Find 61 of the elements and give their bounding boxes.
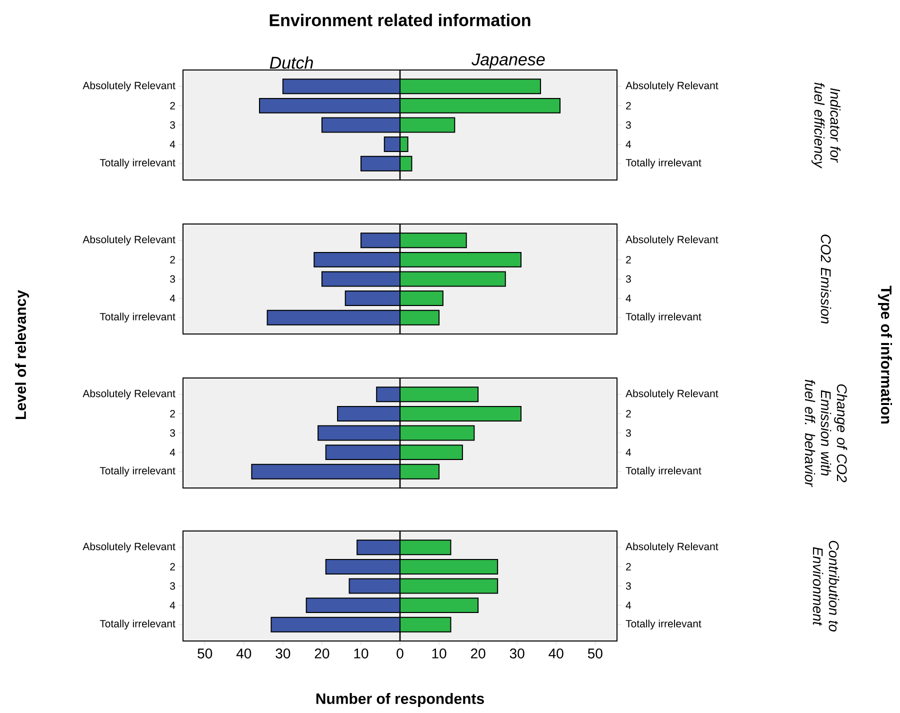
category-label: 4 <box>626 294 632 302</box>
category-label: Totally irrelevant <box>626 158 702 168</box>
category-label: 3 <box>626 582 631 590</box>
category-label: Totally irrelevant <box>626 620 702 630</box>
y2-axis-title: Indicator for fuel efficiency <box>811 82 841 168</box>
x-tick-label: 50 <box>588 648 602 658</box>
y-tick-label: Absolutely Relevant <box>82 390 176 400</box>
y-tick-label: Absolutely Relevant <box>82 542 176 552</box>
category-label: 3 <box>626 429 631 437</box>
y2-axis-title: Contribution to Environment <box>812 540 840 632</box>
category-label: Totally irrelevant <box>626 466 702 476</box>
category-label: Absolutely Relevant <box>626 390 718 400</box>
y-tick-label: Totally irrelevant <box>100 158 176 168</box>
y-tick-label: 4 <box>170 448 176 456</box>
category-label: 2 <box>626 410 631 418</box>
text: Level of relevancy <box>15 290 29 420</box>
x-tick-label: 20 <box>314 648 330 658</box>
category-label: Absolutely Relevant <box>626 542 718 552</box>
category-label: 4 <box>626 602 632 609</box>
y-tick-label: 3 <box>170 275 176 283</box>
x-tick-label: 40 <box>236 648 252 658</box>
chart-title: Environment related information <box>270 14 530 26</box>
y-tick-label: Totally irrelevant <box>100 466 176 476</box>
y-tick-label: Absolutely Relevant <box>82 82 176 92</box>
series-label: Japanese <box>472 54 545 69</box>
series-label: Dutch <box>270 56 313 69</box>
x-tick-label: 10 <box>432 648 446 658</box>
y-tick-label: Totally irrelevant <box>100 312 176 322</box>
x-tick-label: 50 <box>198 648 212 658</box>
y-tick-label: 2 <box>170 102 175 110</box>
y-tick-label: 2 <box>170 410 175 418</box>
x-tick-label: 10 <box>354 648 368 658</box>
y-tick-label: 4 <box>170 294 176 302</box>
y-tick-label: Totally irrelevant <box>100 620 176 630</box>
x-tick-label: 40 <box>548 648 564 658</box>
x-tick-label: 30 <box>510 648 524 658</box>
y-tick-label: 3 <box>170 121 176 129</box>
y-tick-label: 3 <box>170 582 176 590</box>
x-tick-label: 20 <box>470 648 486 658</box>
category-label: 3 <box>626 275 631 283</box>
category-label: Absolutely Relevant <box>626 236 718 246</box>
category-label: 2 <box>626 563 631 570</box>
y2-axis-title: Change of CO2 Emission with fuel eff. behavior <box>804 380 848 488</box>
x-tick-label: 30 <box>276 648 290 658</box>
category-label: 2 <box>626 102 631 110</box>
y-tick-label: Absolutely Relevant <box>82 236 176 246</box>
y-tick-label: 2 <box>170 563 175 570</box>
category-label: Totally irrelevant <box>626 312 702 322</box>
category-label: 4 <box>626 448 632 456</box>
category-label: Absolutely Relevant <box>626 82 718 92</box>
y-tick-label: 3 <box>170 429 176 437</box>
y2-axis-title: CO2 Emission <box>820 234 832 324</box>
category-label: 3 <box>626 121 631 129</box>
y-tick-label: 4 <box>170 602 176 609</box>
category-label: 2 <box>626 256 631 264</box>
x-tick-label: 0 <box>396 648 404 658</box>
text: Type of information <box>878 286 892 424</box>
y-tick-label: 4 <box>170 140 176 148</box>
category-label: 4 <box>626 140 632 148</box>
x-axis-title: Number of respondents <box>316 693 484 707</box>
y-tick-label: 2 <box>170 256 175 264</box>
